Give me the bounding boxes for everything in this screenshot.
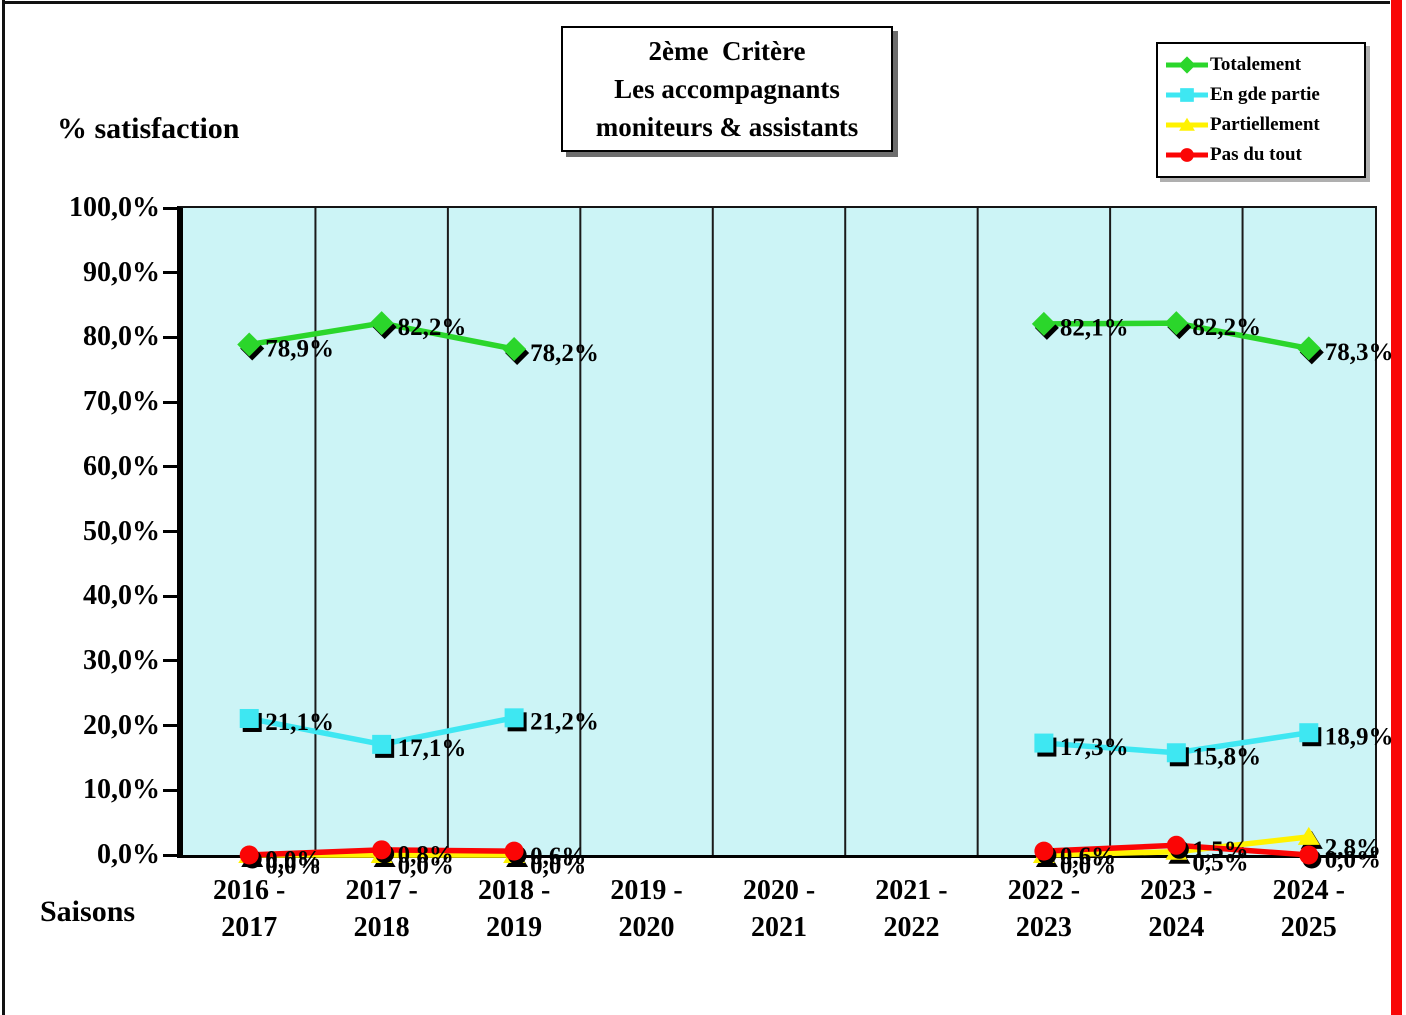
data-label-totalement: 78,3% [1325, 339, 1394, 366]
square-marker-icon [372, 734, 392, 754]
data-label-en-gde-partie: 21,2% [530, 709, 599, 736]
diamond-marker-icon [1164, 311, 1189, 336]
y-tick-mark [163, 724, 177, 728]
data-label-partiellement: 0,0% [530, 853, 586, 880]
data-label-partiellement: 0,5% [1192, 849, 1248, 876]
diamond-marker-icon [1296, 336, 1321, 361]
x-tick-label: 2024 -2025 [1272, 875, 1345, 943]
y-tick-label: 10,0% [83, 774, 160, 806]
plot-area: 78,9% 82,2% 78,2% 82,1% 82,2% 78,3% 21,1% 17,1%… [177, 206, 1394, 880]
legend-item-label: Pas du tout [1210, 144, 1302, 165]
y-tick-label: 50,0% [83, 515, 160, 547]
legend-item-partiellement: Partiellement [1164, 110, 1362, 140]
y-tick-mark [163, 206, 177, 210]
circle-marker-icon [504, 841, 524, 861]
y-tick-label: 0,0% [97, 839, 160, 870]
y-tick-mark [163, 271, 177, 275]
data-label-en-gde-partie: 18,9% [1325, 723, 1394, 750]
square-legend-marker-icon [1166, 88, 1208, 102]
y-tick-label: 60,0% [83, 450, 160, 482]
page-right-red-border [1391, 0, 1402, 1015]
x-tick-label: 2018 -2019 [477, 875, 551, 943]
data-label-en-gde-partie: 21,1% [265, 709, 334, 736]
square-marker-icon [1299, 723, 1319, 743]
data-label-pas-du-tout: 1,5% [1192, 837, 1248, 864]
y-axis-title: % satisfaction [57, 112, 240, 145]
chart-title-line-2: Les accompagnants [614, 74, 840, 104]
y-tick-label: 30,0% [83, 644, 160, 676]
chart-title-box: 2ème Critère Les accompagnants moniteurs… [561, 26, 893, 152]
y-tick-label: 20,0% [83, 709, 160, 741]
diamond-marker-icon [237, 332, 262, 357]
triangle-legend-marker-icon [1166, 117, 1208, 131]
data-label-totalement: 82,2% [1192, 314, 1261, 341]
page-left-border-line [2, 0, 5, 1015]
x-tick-label: 2021 -2022 [875, 875, 948, 943]
data-label-totalement: 78,9% [265, 335, 334, 362]
y-tick-mark [163, 530, 177, 533]
square-marker-icon [504, 708, 524, 728]
circle-marker-icon [1166, 835, 1186, 855]
diamond-marker-icon [369, 311, 394, 336]
y-tick-mark [163, 853, 177, 857]
triangle-marker-icon [1297, 826, 1320, 845]
y-tick-mark [163, 335, 177, 339]
chart-title-line-3: moniteurs & assistants [595, 112, 859, 142]
data-label-totalement: 82,1% [1060, 315, 1129, 342]
x-tick-label: 2020 -2021 [742, 875, 816, 943]
y-tick-label: 70,0% [83, 386, 160, 418]
legend-item-pas-du-tout: Pas du tout [1164, 140, 1362, 170]
data-label-pas-du-tout: 0,6% [530, 843, 586, 870]
data-label-pas-du-tout: 0,8% [398, 842, 454, 869]
page-top-border-line [5, 1, 1390, 4]
x-tick-label: 2016 -2017 [213, 875, 286, 943]
y-tick-label: 80,0% [83, 321, 160, 353]
y-tick-mark [163, 400, 177, 404]
x-tick-label: 2017 -2018 [345, 875, 418, 943]
y-tick-mark [163, 594, 177, 598]
x-axis-title: Saisons [40, 895, 136, 928]
circle-marker-icon [1034, 841, 1054, 861]
y-tick-label: 90,0% [83, 256, 160, 288]
data-label-en-gde-partie: 17,1% [398, 735, 467, 762]
square-marker-icon [1034, 733, 1054, 753]
data-label-pas-du-tout: 0,0% [1325, 847, 1381, 874]
y-tick-mark [163, 659, 177, 663]
diamond-legend-marker-icon [1166, 56, 1208, 74]
x-tick-label: 2023 -2024 [1140, 875, 1213, 943]
data-label-totalement: 82,2% [398, 314, 467, 341]
legend-item-label: Partiellement [1210, 114, 1320, 135]
y-tick-mark [163, 788, 177, 792]
data-label-partiellement: 0,0% [398, 853, 454, 880]
circle-marker-icon [1299, 845, 1319, 865]
data-label-partiellement: 0,0% [265, 853, 321, 880]
circle-legend-marker-icon [1166, 148, 1208, 162]
y-tick-mark [163, 465, 177, 469]
legend-box: Totalement En gde partie Partiellement Pas … [1156, 42, 1366, 178]
data-label-pas-du-tout: 0,6% [1060, 843, 1116, 870]
x-tick-label: 2019 -2020 [610, 875, 683, 943]
square-marker-icon [1166, 743, 1186, 763]
chart-title-line-1: 2ème Critère [648, 36, 806, 66]
data-label-en-gde-partie: 15,8% [1192, 744, 1261, 771]
diamond-marker-icon [1031, 311, 1056, 336]
y-tick-label: 100,0% [69, 192, 160, 223]
data-label-pas-du-tout: 0,0% [265, 847, 321, 874]
y-tick-label: 40,0% [83, 580, 160, 612]
data-label-partiellement: 2,8% [1325, 835, 1381, 862]
legend-item-en-gde-partie: En gde partie [1164, 80, 1362, 110]
circle-marker-icon [239, 845, 259, 865]
x-tick-label: 2022 -2023 [1007, 875, 1081, 943]
circle-marker-icon [372, 840, 392, 860]
diamond-marker-icon [502, 337, 527, 362]
data-label-en-gde-partie: 17,3% [1060, 734, 1129, 761]
data-label-partiellement: 0,0% [1060, 853, 1116, 880]
chart-svg: 78,9% 82,2% 78,2% 82,1% 82,2% 78,3% 21,1% 17,1%… [183, 208, 1394, 880]
square-marker-icon [239, 708, 259, 728]
legend-item-totalement: Totalement [1164, 50, 1362, 80]
legend-item-label: En gde partie [1210, 84, 1320, 105]
legend-item-label: Totalement [1210, 54, 1302, 75]
data-label-totalement: 78,2% [530, 340, 599, 367]
